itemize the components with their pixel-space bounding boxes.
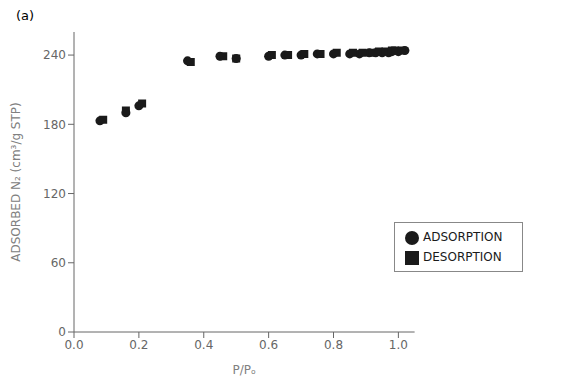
html-text:(a): (a): [16, 8, 35, 23]
svg-text:180: 180: [43, 118, 66, 132]
html-text:DESORPTION: DESORPTION: [423, 250, 502, 264]
svg-text:0.2: 0.2: [129, 338, 148, 352]
svg-text:0.8: 0.8: [324, 338, 343, 352]
svg-text:120: 120: [43, 187, 66, 201]
svg-text:P/Pₒ: P/Pₒ: [233, 363, 257, 377]
svg-text:1.0: 1.0: [389, 338, 408, 352]
svg-text:60: 60: [51, 256, 66, 270]
svg-text:ADSORBED N₂ (cm³/g STP): ADSORBED N₂ (cm³/g STP): [9, 102, 23, 261]
html-text:ADSORPTION: ADSORPTION: [423, 230, 503, 244]
svg-text:0: 0: [58, 325, 66, 339]
svg-text:0.4: 0.4: [194, 338, 213, 352]
svg-text:0.6: 0.6: [259, 338, 278, 352]
svg-text:0.0: 0.0: [64, 338, 83, 352]
svg-text:240: 240: [43, 48, 66, 62]
